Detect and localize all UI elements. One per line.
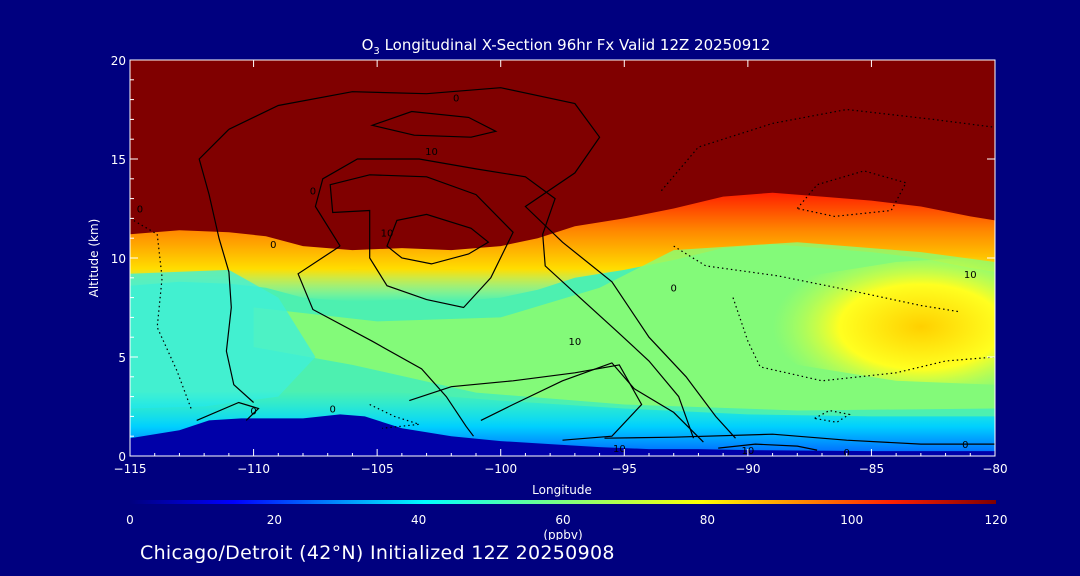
contour-10-east (480, 362, 704, 443)
plot-area: 010100001001000101000 (130, 60, 995, 459)
contour-label: 0 (250, 406, 256, 417)
title-subscript: 3 (373, 46, 379, 57)
contour-label: 0 (310, 187, 316, 198)
contour-label: 10 (381, 228, 394, 239)
y-tick-label: 0 (118, 450, 126, 464)
y-tick-label: 15 (111, 153, 126, 167)
contour-20 (329, 174, 514, 309)
contour-label: 0 (962, 440, 968, 451)
contour-10-surface (718, 443, 818, 451)
y-tick-label: 5 (118, 351, 126, 365)
x-tick-label: −110 (237, 462, 270, 476)
colorbar-ticks: 0 20 40 60 80 100 120 (126, 513, 1007, 527)
eastern-high-ozone-region (747, 256, 995, 385)
contour-label: 10 (964, 270, 977, 281)
contour-label: 0 (270, 240, 276, 251)
contour-label: 10 (613, 444, 626, 455)
colorbar-tick-label: 60 (555, 513, 570, 527)
x-tick-label: −80 (982, 462, 1007, 476)
x-tick-label: −105 (361, 462, 394, 476)
contour-neg-small-east (812, 409, 851, 423)
contour-label: 0 (453, 94, 459, 105)
colorbar-tick-label: 0 (126, 513, 134, 527)
contour-10-upper (314, 158, 695, 439)
contour-0-surface-east (604, 433, 995, 445)
contour-label: 0 (329, 404, 335, 415)
colorbar-tick-label: 80 (700, 513, 715, 527)
contour-0-lowwest (196, 401, 260, 421)
x-tick-label: −100 (484, 462, 517, 476)
colorbar-tick-label: 20 (267, 513, 282, 527)
ozone-cross-section-chart: 010100001001000101000 −115−110−105−100−9… (87, 36, 1008, 540)
contour-outer-0 (228, 87, 736, 439)
contour-lines (130, 87, 995, 451)
contour-neg-lowcenter (369, 403, 420, 429)
x-tick-label: −115 (114, 462, 147, 476)
x-tick-label: −85 (859, 462, 884, 476)
chart-title: O3 Longitudinal X-Section 96hr Fx Valid … (362, 36, 771, 57)
contour-neg-west (130, 217, 193, 411)
contour-label: 0 (844, 448, 850, 459)
y-tick-label: 10 (111, 252, 126, 266)
title-rest: Longitudinal X-Section 96hr Fx Valid 12Z… (380, 36, 771, 54)
x-axis: −115 −110 −105 −100 −95 −90 −85 −80 (114, 60, 1008, 476)
contour-40 (386, 213, 490, 265)
contour-neg-east-mid (673, 245, 958, 313)
contour-10-lower (297, 245, 474, 437)
contour-neg-east-low (732, 297, 995, 382)
terrain-mask (130, 414, 995, 456)
contour-label: 10 (568, 337, 581, 348)
x-tick-label: −95 (612, 462, 637, 476)
y-tick-label: 20 (111, 54, 126, 68)
x-tick-label: −90 (735, 462, 760, 476)
y-axis-label: Altitude (km) (87, 219, 101, 298)
contour-top-ring (370, 110, 498, 138)
tropopause-gradient-band (130, 192, 995, 302)
contour-label: 10 (425, 147, 438, 158)
y-axis: 0 5 10 15 20 (111, 54, 995, 464)
colorbar-tick-label: 100 (840, 513, 863, 527)
colorbar-unit-label: (ppbv) (543, 528, 582, 540)
colorbar-tick-label: 40 (411, 513, 426, 527)
contour-label: 0 (671, 284, 677, 295)
contour-neg-east-inner (796, 170, 907, 218)
contour-outer-0-west (198, 128, 255, 403)
x-axis-label: Longitude (532, 483, 592, 497)
contour-0-lowinner (409, 364, 643, 441)
colorbar (130, 500, 996, 504)
initialization-footer: Chicago/Detroit (42°N) Initialized 12Z 2… (140, 542, 615, 564)
western-lower-ozone-region (130, 269, 316, 409)
colorbar-tick-label: 120 (985, 513, 1008, 527)
title-species: O (362, 36, 374, 54)
contour-label: 0 (137, 205, 143, 216)
